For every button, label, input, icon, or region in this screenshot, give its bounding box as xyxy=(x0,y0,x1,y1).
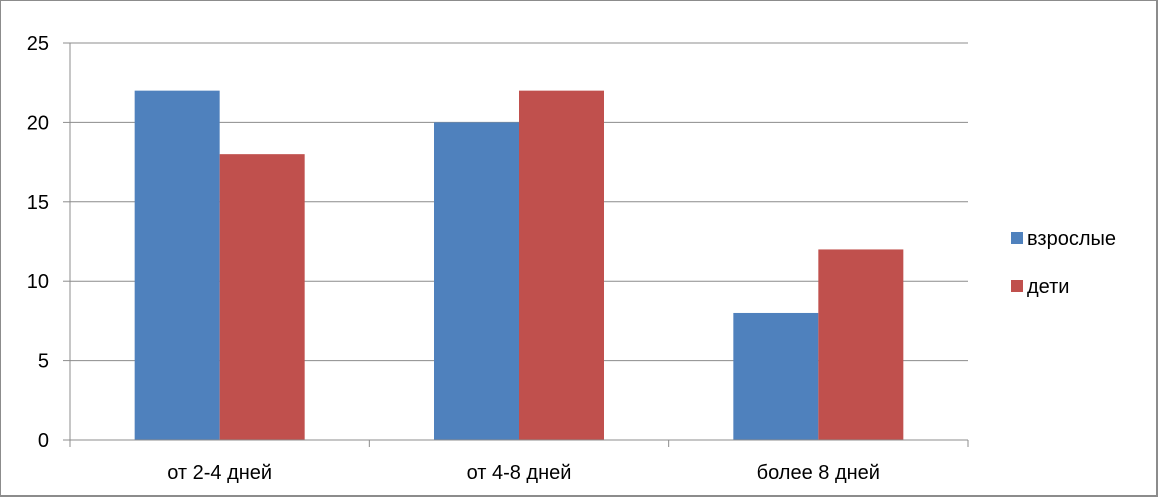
y-tick-label: 5 xyxy=(38,351,49,373)
legend-swatch xyxy=(1011,280,1023,292)
bars xyxy=(134,90,904,441)
x-axis-ticks: от 2-4 дней от 4-8 дней более 8 дней xyxy=(69,440,969,484)
legend-label: взрослые xyxy=(1027,228,1116,250)
legend-label: дети xyxy=(1027,276,1069,298)
y-tick-label: 0 xyxy=(38,430,49,452)
bar-series-2 xyxy=(219,154,305,440)
bar-series-2 xyxy=(818,249,904,440)
bar-series-1 xyxy=(434,122,519,441)
y-tick-label: 15 xyxy=(27,192,49,214)
axes xyxy=(69,43,968,441)
x-tick-label: от 2-4 дней xyxy=(167,462,272,484)
legend-swatch xyxy=(1011,232,1023,244)
y-tick-label: 25 xyxy=(27,33,49,55)
y-axis-ticks: 0 5 10 15 20 25 xyxy=(27,33,70,452)
x-tick-label: более 8 дней xyxy=(757,462,880,484)
y-tick-label: 20 xyxy=(27,112,49,134)
x-tick-label: от 4-8 дней xyxy=(467,462,572,484)
y-tick-label: 10 xyxy=(27,271,49,293)
bar-series-1 xyxy=(134,90,220,440)
legend: взрослые дети xyxy=(1011,228,1116,298)
bar-series-1 xyxy=(733,312,819,440)
bar-series-2 xyxy=(519,90,604,440)
